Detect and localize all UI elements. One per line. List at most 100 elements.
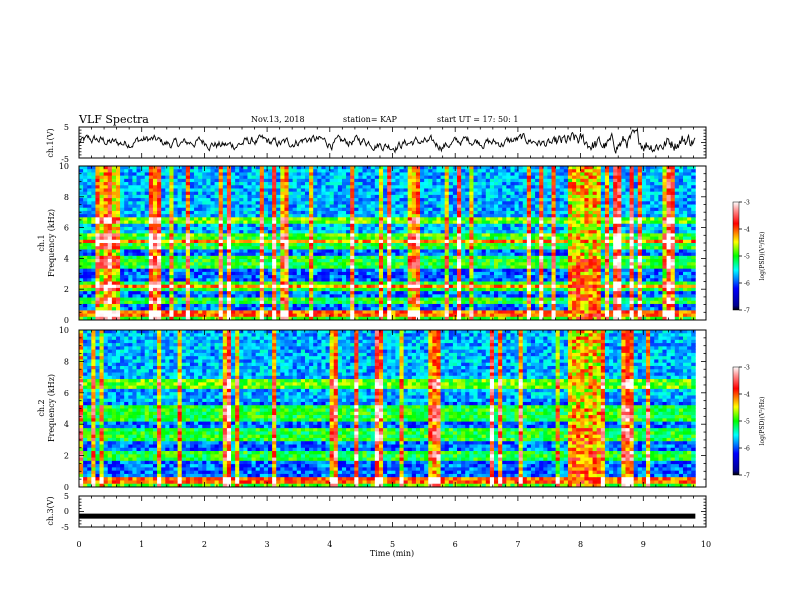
spectrogram-cell (444, 300, 450, 305)
spectrogram-cell (202, 310, 207, 314)
spectrogram-cell (239, 198, 244, 202)
spectrogram-cell (189, 307, 195, 311)
spectrogram-cell (198, 307, 203, 311)
spectrogram-cell (189, 294, 195, 298)
spectrogram-cell (185, 268, 191, 273)
spectrogram-cell (378, 188, 384, 193)
spectrogram-cell (272, 239, 277, 244)
spectrogram-cell (350, 188, 355, 193)
spectrogram-cell (185, 172, 191, 177)
spectrogram-cell (128, 220, 133, 225)
spectrogram-cell (296, 300, 302, 305)
spectrogram-cell (296, 178, 302, 183)
spectrogram-cell (424, 217, 429, 221)
spectrogram-cell (226, 268, 232, 273)
spectrogram-cell (313, 246, 318, 250)
spectrogram-cell (239, 233, 244, 237)
spectrogram-cell (235, 210, 240, 215)
spectrogram-cell (202, 262, 207, 266)
spectrogram-cell (304, 214, 310, 218)
spectrogram-cell (202, 182, 207, 186)
spectrogram-cell (79, 278, 84, 282)
spectrogram-cell (309, 239, 314, 244)
spectrogram-cell (304, 198, 310, 202)
spectrogram-cell (407, 255, 413, 260)
spectrogram-cell (300, 226, 306, 231)
spectrogram-cell (489, 210, 495, 215)
spectrogram-cell (128, 243, 133, 247)
spectrogram-cell (95, 226, 100, 231)
spectrogram-cell (231, 210, 236, 215)
spectrogram-cell (481, 166, 487, 170)
spectrogram-cell (132, 191, 137, 196)
spectrogram-cell (415, 246, 421, 250)
spectrogram-cell (144, 287, 150, 292)
spectrogram-cell (346, 169, 351, 173)
spectrogram-cell (214, 310, 220, 314)
spectrogram-cell (272, 233, 277, 237)
spectrogram-cell (169, 166, 174, 170)
spectrogram-cell (103, 239, 109, 244)
spectrogram-cell (79, 166, 84, 170)
spectrogram-cell (415, 175, 421, 180)
spectrogram-cell (144, 310, 150, 314)
spectrogram-cell (107, 185, 113, 189)
spectrogram-cell (255, 182, 261, 186)
spectrogram-cell (391, 281, 396, 286)
spectrogram-cell (222, 178, 228, 183)
spectrogram-cell (272, 172, 277, 177)
spectrogram-cell (325, 303, 331, 308)
spectrogram-cell (99, 191, 105, 196)
spectrogram-cell (317, 236, 322, 241)
spectrogram-cell (83, 249, 88, 254)
spectrogram-cell (313, 214, 318, 218)
spectrogram-cell (165, 294, 170, 298)
spectrogram-cell (251, 185, 257, 189)
spectrogram-cell (309, 316, 314, 321)
spectrogram-cell (173, 252, 179, 257)
spectrogram-cell (469, 278, 474, 282)
spectrogram-cell (284, 313, 289, 318)
spectrogram-cell (304, 271, 310, 276)
spectrogram-cell (169, 294, 174, 298)
spectrogram-cell (399, 175, 405, 180)
spectrogram-cell (263, 313, 269, 318)
spectrogram-cell (391, 217, 396, 221)
spectrogram-cell (489, 194, 495, 199)
spectrogram-cell (411, 198, 417, 202)
spectrogram-cell (247, 188, 252, 193)
spectrogram-cell (259, 300, 265, 305)
spectrogram-cell (354, 303, 359, 308)
spectrogram-cell (83, 194, 88, 199)
spectrogram-cell (148, 178, 154, 183)
spectrogram-cell (165, 316, 170, 321)
spectrogram-cell (251, 191, 257, 196)
spectrogram-cell (148, 207, 154, 212)
spectrogram-cell (194, 287, 199, 292)
spectrogram-cell (276, 281, 281, 286)
spectrogram-cell (268, 275, 273, 279)
spectrogram-cell (132, 166, 137, 170)
spectrogram-cell (304, 230, 310, 234)
spectrogram-cell (366, 303, 372, 308)
spectrogram-cell (325, 262, 331, 266)
spectrogram-cell (157, 243, 162, 247)
spectrogram-cell (362, 166, 368, 170)
spectrogram-cell (411, 297, 417, 302)
spectrogram-cell (198, 255, 203, 260)
spectrogram-cell (115, 172, 121, 177)
spectrogram-cell (152, 198, 158, 202)
spectrogram-cell (148, 172, 154, 177)
spectrogram-cell (115, 239, 121, 244)
spectrogram-cell (243, 249, 248, 254)
spectrogram-cell (202, 303, 207, 308)
spectrogram-cell (173, 204, 179, 209)
spectrogram-cell (259, 185, 265, 189)
spectrogram-cell (362, 223, 368, 228)
spectrogram-cell (457, 188, 462, 193)
spectrogram-cell (272, 310, 277, 314)
spectrogram-cell (403, 255, 409, 260)
spectrogram-cell (494, 210, 499, 215)
spectrogram-cell (321, 236, 326, 241)
spectrogram-cell (407, 271, 413, 276)
